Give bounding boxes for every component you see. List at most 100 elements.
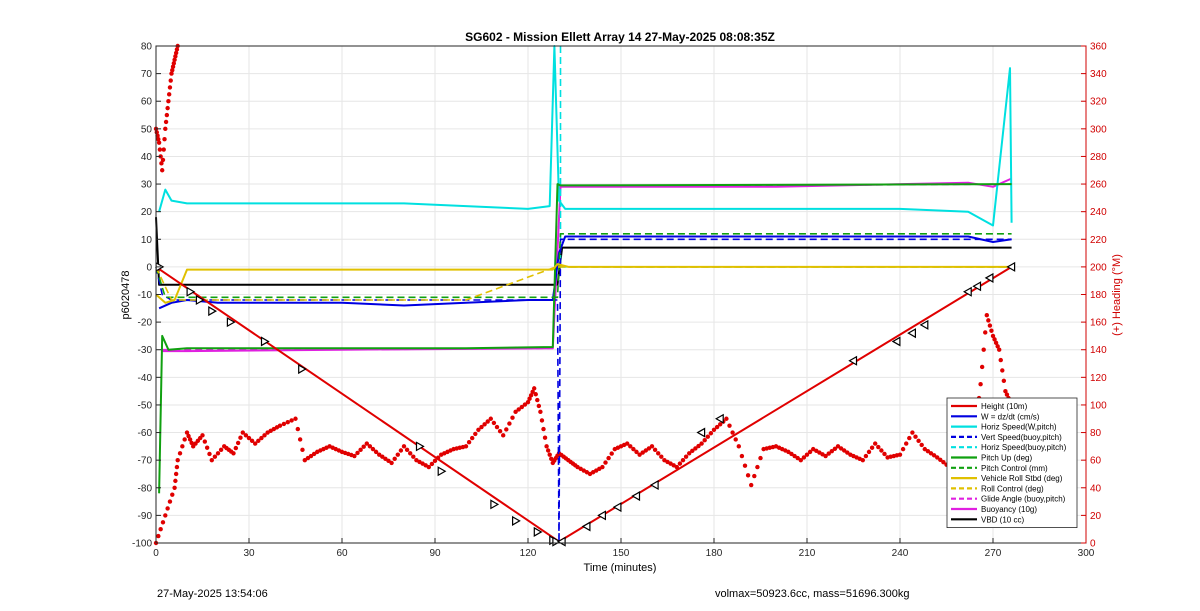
- heading-point: [380, 454, 385, 459]
- heading-point: [308, 453, 314, 459]
- x-tick-label: 150: [613, 548, 630, 559]
- series-vbd-10-cc: [155, 217, 1012, 286]
- heading-point: [547, 452, 552, 457]
- heading-point: [804, 452, 810, 457]
- dive-marker: [260, 336, 270, 347]
- heading-point: [829, 448, 834, 454]
- heading-point: [1000, 368, 1005, 373]
- heading-point: [842, 448, 847, 453]
- heading-point: [652, 447, 658, 453]
- heading-point: [798, 457, 803, 463]
- heading-point: [166, 99, 171, 104]
- heading-point: [869, 445, 875, 450]
- heading-point: [646, 446, 652, 451]
- heading-point: [463, 444, 469, 449]
- heading-point: [164, 112, 170, 118]
- heading-point: [516, 407, 521, 412]
- heading-point: [233, 445, 239, 451]
- heading-point: [637, 452, 642, 457]
- heading-point: [163, 513, 168, 518]
- heading-point: [634, 449, 639, 455]
- right-y-tick-label: 300: [1090, 124, 1107, 135]
- heading-point: [997, 347, 1002, 352]
- heading-point: [979, 364, 985, 370]
- x-tick-label: 270: [985, 548, 1002, 559]
- heading-point: [693, 446, 698, 451]
- heading-point: [992, 337, 997, 342]
- heading-point: [426, 464, 431, 470]
- heading-point: [377, 452, 382, 457]
- heading-point: [987, 323, 993, 328]
- heading-point: [289, 418, 294, 423]
- heading-point: [1003, 388, 1008, 394]
- heading-point: [182, 437, 187, 442]
- heading-point: [172, 485, 177, 490]
- left-y-tick-label: -90: [138, 511, 153, 522]
- heading-point: [200, 433, 205, 438]
- heading-point: [386, 458, 391, 464]
- climb-marker: [631, 491, 641, 502]
- heading-point: [473, 431, 478, 437]
- legend-label: Roll Control (deg): [981, 484, 1044, 493]
- heading-point: [873, 441, 878, 446]
- heading-point: [169, 71, 174, 76]
- heading-point: [186, 433, 191, 439]
- climb-marker: [848, 355, 858, 366]
- climb-marker: [597, 510, 606, 521]
- series-horiz-speed-w-pitch: [158, 45, 1013, 227]
- heading-point: [174, 47, 180, 52]
- right-y-tick-label: 260: [1090, 180, 1107, 191]
- heading-point: [167, 85, 173, 90]
- heading-point: [986, 318, 991, 323]
- right-y-tick-label: 40: [1090, 483, 1102, 494]
- heading-point: [215, 451, 221, 456]
- heading-point: [156, 533, 161, 539]
- heading-point: [187, 437, 193, 442]
- heading-point: [189, 440, 194, 446]
- heading-point: [674, 464, 679, 470]
- heading-point: [525, 399, 531, 405]
- heading-point: [680, 457, 686, 463]
- series-layer: [153, 43, 1014, 546]
- heading-point: [625, 441, 630, 446]
- heading-point: [528, 393, 534, 398]
- heading-point: [866, 449, 872, 455]
- heading-point: [501, 433, 506, 438]
- heading-point: [981, 347, 986, 352]
- heading-point: [600, 464, 605, 470]
- heading-point: [536, 403, 542, 409]
- heading-point: [404, 447, 410, 453]
- heading-point: [398, 448, 404, 453]
- right-y-tick-label: 180: [1090, 290, 1107, 301]
- heading-point: [628, 444, 633, 449]
- heading-point: [801, 455, 807, 460]
- heading-point: [165, 506, 170, 511]
- heading-point: [989, 328, 994, 333]
- heading-point: [157, 147, 163, 152]
- heading-point: [166, 92, 172, 97]
- legend-label: Height (10m): [981, 402, 1028, 411]
- right-y-tick-label: 20: [1090, 511, 1102, 522]
- heading-point: [513, 409, 518, 415]
- x-tick-label: 90: [429, 548, 441, 559]
- climb-marker: [581, 521, 591, 532]
- heading-point: [538, 409, 543, 415]
- heading-point: [305, 455, 311, 461]
- series-pitch-control-mm: [155, 233, 1012, 299]
- heading-point: [504, 427, 509, 432]
- heading-point: [311, 451, 317, 457]
- heading-point: [699, 441, 704, 446]
- heading-point: [479, 424, 484, 430]
- heading-point: [603, 460, 608, 465]
- heading-point: [931, 453, 937, 458]
- heading-point: [522, 402, 528, 407]
- heading-point: [175, 457, 180, 463]
- series-vert-speed-buoy-pitch: [155, 238, 1012, 544]
- right-y-tick-label: 120: [1090, 373, 1107, 384]
- right-y-tick-label: 360: [1090, 42, 1107, 53]
- legend-label: W = dz/dt (cm/s): [981, 412, 1040, 421]
- heading-point: [687, 451, 692, 456]
- left-y-tick-label: -50: [138, 400, 153, 411]
- heading-point: [170, 67, 175, 73]
- heading-point: [823, 453, 828, 459]
